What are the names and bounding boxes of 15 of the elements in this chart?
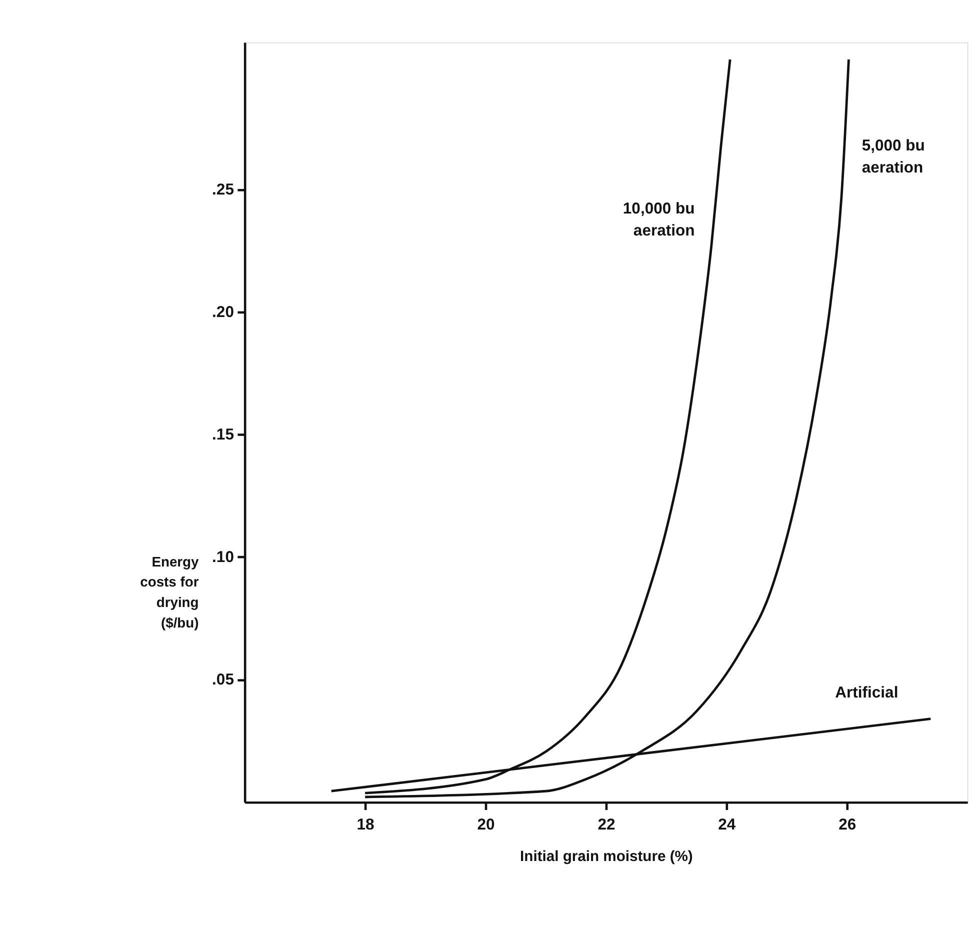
x-tick-label: 26 <box>838 816 856 834</box>
series-label: 10,000 bu aeration <box>622 200 695 240</box>
y-tick-label: .15 <box>212 426 234 444</box>
x-tick-label: 20 <box>477 816 495 834</box>
y-tick-label: .05 <box>212 672 234 689</box>
series-label: 5,000 bu aeration <box>862 137 925 177</box>
y-axis-title: Energy costs for drying ($/bu) <box>140 553 200 630</box>
x-tick-label: 22 <box>598 816 616 834</box>
y-tick-label: .20 <box>212 304 234 322</box>
y-tick-label: .10 <box>212 549 234 566</box>
x-tick-label: 18 <box>356 816 375 834</box>
series-label: Artificial <box>835 684 898 702</box>
x-tick-label: 24 <box>718 816 736 834</box>
x-axis-title: Initial grain moisture (%) <box>520 848 693 865</box>
y-tick-label: .25 <box>212 181 234 198</box>
